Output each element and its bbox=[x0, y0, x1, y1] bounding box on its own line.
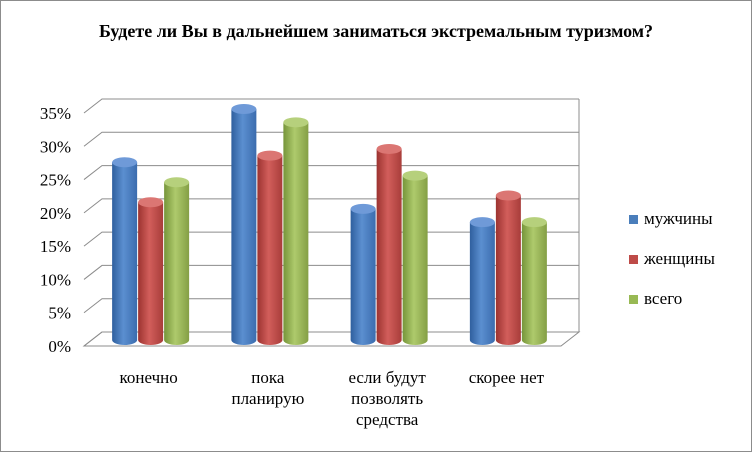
bar bbox=[164, 177, 190, 345]
legend-label: женщины bbox=[643, 249, 715, 268]
bar-top bbox=[138, 197, 164, 208]
bar bbox=[495, 190, 521, 345]
bar-body bbox=[231, 109, 257, 345]
bar bbox=[350, 203, 376, 345]
bar-top bbox=[112, 157, 138, 168]
y-tick-label: 10% bbox=[40, 270, 71, 289]
bar-top bbox=[283, 117, 309, 128]
x-tick-label: пока планирую bbox=[231, 368, 304, 408]
gridline bbox=[83, 131, 579, 147]
bar-top bbox=[350, 203, 376, 214]
chart-title: Будете ли Вы в дальнейшем заниматься экс… bbox=[98, 21, 654, 41]
y-tick-label: 0% bbox=[48, 337, 71, 356]
bar-body bbox=[257, 155, 283, 345]
y-tick-label: 35% bbox=[40, 104, 71, 123]
bar-top bbox=[495, 190, 521, 201]
bar-body bbox=[138, 202, 164, 345]
y-tick-label: 20% bbox=[40, 204, 71, 223]
x-tick-label: конечно bbox=[119, 368, 177, 387]
y-tick-label: 25% bbox=[40, 171, 71, 190]
legend-swatch bbox=[629, 215, 638, 224]
bar bbox=[231, 104, 257, 345]
bar-body bbox=[521, 222, 547, 345]
bar-body bbox=[402, 175, 428, 345]
legend-item: женщины bbox=[629, 249, 715, 268]
legend-swatch bbox=[629, 255, 638, 264]
bar-body bbox=[376, 148, 402, 345]
bar-body bbox=[164, 182, 190, 345]
bar-top bbox=[257, 150, 283, 161]
gridline bbox=[83, 165, 579, 180]
x-tick-label: если будут позволять средства bbox=[348, 368, 426, 429]
bar bbox=[257, 150, 283, 345]
bar-top bbox=[164, 177, 190, 188]
bar-body bbox=[112, 162, 138, 345]
legend-item: всего bbox=[629, 289, 682, 308]
y-tick-label: 5% bbox=[48, 304, 71, 323]
x-tick-label: скорее нет bbox=[469, 368, 545, 387]
bar-top bbox=[469, 217, 495, 228]
bar-top bbox=[231, 104, 257, 114]
bar-top bbox=[376, 143, 402, 154]
y-tick-label: 30% bbox=[40, 137, 71, 156]
y-tick-label: 15% bbox=[40, 237, 71, 256]
bar bbox=[138, 197, 164, 345]
legend-label: мужчины bbox=[644, 209, 713, 228]
gridline bbox=[83, 98, 579, 114]
bar bbox=[376, 143, 402, 345]
bar bbox=[521, 217, 547, 345]
bar bbox=[283, 117, 309, 345]
bar bbox=[469, 217, 495, 345]
legend-label: всего bbox=[644, 289, 682, 308]
legend-swatch bbox=[629, 295, 638, 304]
bar-top bbox=[521, 217, 547, 228]
bar-body bbox=[283, 122, 309, 345]
legend-item: мужчины bbox=[629, 209, 713, 228]
bar-body bbox=[350, 208, 376, 345]
bar-top bbox=[402, 170, 428, 181]
bar bbox=[402, 170, 428, 345]
bar-body bbox=[469, 222, 495, 345]
bar-body bbox=[495, 195, 521, 345]
bar bbox=[112, 157, 138, 345]
